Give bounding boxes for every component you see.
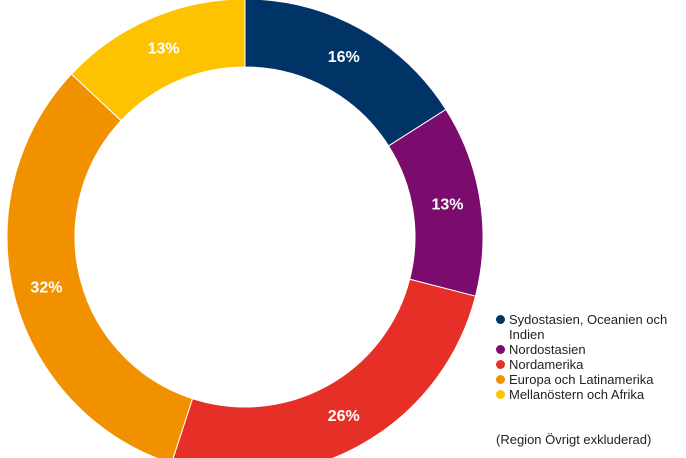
legend-label-3: Europa och Latinamerika bbox=[509, 372, 654, 387]
slice-4 bbox=[70, 0, 246, 122]
legend-swatch-1 bbox=[496, 345, 505, 354]
legend-label-0: Sydostasien, Oceanien och Indien bbox=[509, 312, 668, 342]
legend-label-4: Mellanöstern och Afrika bbox=[509, 387, 645, 402]
legend-item-3: Europa och Latinamerika bbox=[496, 372, 684, 387]
legend: Sydostasien, Oceanien och Indien Nordost… bbox=[496, 312, 684, 402]
legend-swatch-2 bbox=[496, 360, 505, 369]
slice-label-0: 16% bbox=[328, 49, 360, 66]
footnote: (Region Övrigt exkluderad) bbox=[496, 432, 652, 447]
legend-item-4: Mellanöstern och Afrika bbox=[496, 387, 684, 402]
legend-label-2: Nordamerika bbox=[509, 357, 584, 372]
slice-3 bbox=[6, 73, 194, 458]
legend-item-0: Sydostasien, Oceanien och Indien bbox=[496, 312, 684, 342]
legend-swatch-0 bbox=[496, 315, 505, 324]
legend-item-2: Nordamerika bbox=[496, 357, 684, 372]
legend-item-1: Nordostasien bbox=[496, 342, 684, 357]
slice-label-3: 32% bbox=[30, 279, 62, 296]
slice-2 bbox=[172, 278, 477, 458]
slice-0 bbox=[244, 0, 447, 147]
legend-swatch-4 bbox=[496, 390, 505, 399]
slice-label-2: 26% bbox=[328, 408, 360, 425]
donut-chart: 16% 13% 26% 32% 13% bbox=[6, 0, 484, 458]
slice-label-1: 13% bbox=[431, 196, 463, 213]
legend-swatch-3 bbox=[496, 375, 505, 384]
legend-label-1: Nordostasien bbox=[509, 342, 586, 357]
slice-label-4: 13% bbox=[148, 40, 180, 57]
